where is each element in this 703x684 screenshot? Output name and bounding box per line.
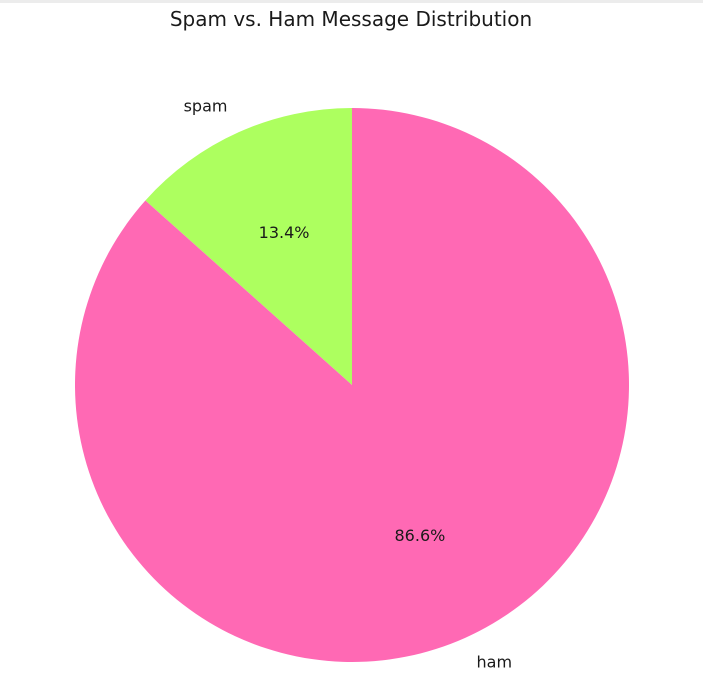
pie-slice-ham [75,107,630,662]
pie-slice-spam [145,108,352,385]
chart-title: Spam vs. Ham Message Distribution [170,7,532,31]
pie-pct-spam: 13.4% [259,223,310,242]
window-top-edge [0,0,703,3]
pie-labels: spam 13.4% ham 86.6% [184,96,512,671]
pie-slices [75,107,630,662]
pie-label-ham: ham [477,653,513,672]
pie-pct-ham: 86.6% [395,526,446,545]
pie-label-spam: spam [184,96,228,115]
